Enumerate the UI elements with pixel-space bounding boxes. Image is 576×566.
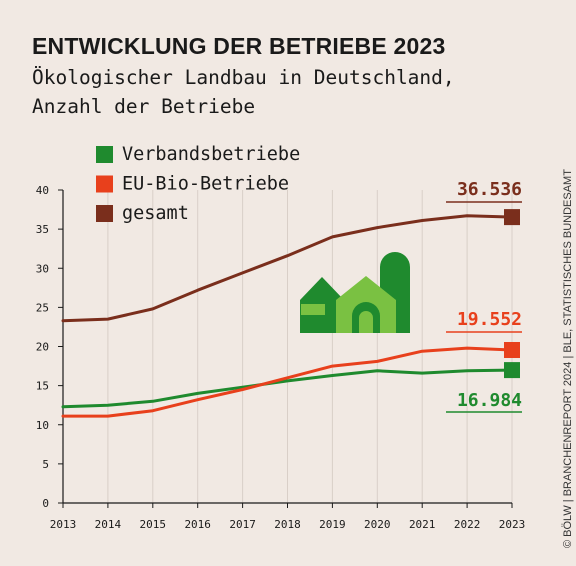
series-endpoint-marker — [504, 209, 520, 226]
x-tick-label: 2021 — [409, 518, 436, 531]
chart-title: ENTWICKLUNG DER BETRIEBE 2023 — [32, 33, 446, 59]
gridlines — [62, 190, 513, 503]
end-label: 36.536 — [457, 179, 522, 200]
x-tick-label: 2020 — [364, 518, 391, 531]
x-tick-label: 2014 — [95, 518, 122, 531]
series-line-verbandsbetriebe — [61, 368, 514, 409]
farm-buildings-icon — [300, 252, 410, 333]
x-tick-label: 2016 — [184, 518, 211, 531]
series-line-eu-bio-betriebe — [61, 346, 514, 418]
chart-subtitle-line-2: Anzahl der Betriebe — [32, 95, 256, 118]
icon-barn-door-inner — [359, 311, 373, 333]
x-tick-label: 2019 — [319, 518, 346, 531]
series-line-gesamt — [61, 214, 514, 323]
series-endpoint-marker — [504, 342, 520, 359]
series-lines — [61, 214, 514, 418]
legend-label: gesamt — [122, 203, 189, 224]
end-label: 16.984 — [457, 390, 522, 411]
series-endpoints: 16.984 19.552 36.536 — [446, 179, 522, 413]
legend-swatch — [96, 205, 113, 222]
y-tick-label: 20 — [36, 341, 49, 354]
legend: Verbandsbetriebe EU-Bio-Betriebe gesamt — [96, 144, 300, 224]
x-tick-label: 2022 — [454, 518, 481, 531]
x-tick-label: 2023 — [499, 518, 526, 531]
x-tick-label: 2017 — [229, 518, 256, 531]
x-tick-label: 2018 — [274, 518, 301, 531]
axes — [58, 189, 513, 508]
x-tick-labels: 2013 2014 2015 2016 2017 2018 2019 2020 2021 2022… — [50, 518, 526, 531]
y-tick-label: 40 — [36, 184, 49, 197]
series-endpoint-marker — [504, 362, 520, 379]
y-tick-label: 15 — [36, 380, 49, 393]
y-tick-label: 5 — [42, 458, 49, 471]
y-tick-label: 0 — [42, 497, 49, 510]
end-label: 19.552 — [457, 309, 522, 330]
legend-swatch — [96, 146, 113, 163]
x-tick-label: 2015 — [140, 518, 167, 531]
x-tick-label: 2013 — [50, 518, 77, 531]
chart-subtitle-line-1: Ökologischer Landbau in Deutschland, — [32, 66, 455, 89]
y-tick-label: 10 — [36, 419, 49, 432]
legend-swatch — [96, 175, 113, 193]
source-credit: © BÖLW | BRANCHENREPORT 2024 | BLE, STAT… — [562, 169, 574, 548]
y-tick-label: 25 — [36, 301, 49, 314]
legend-label: EU-Bio-Betriebe — [122, 174, 289, 195]
icon-window — [301, 304, 325, 315]
y-tick-label: 30 — [36, 262, 49, 275]
legend-label: Verbandsbetriebe — [122, 144, 300, 165]
y-tick-label: 35 — [36, 223, 49, 236]
y-tick-labels: 0 5 10 15 20 25 30 35 40 — [36, 184, 49, 510]
